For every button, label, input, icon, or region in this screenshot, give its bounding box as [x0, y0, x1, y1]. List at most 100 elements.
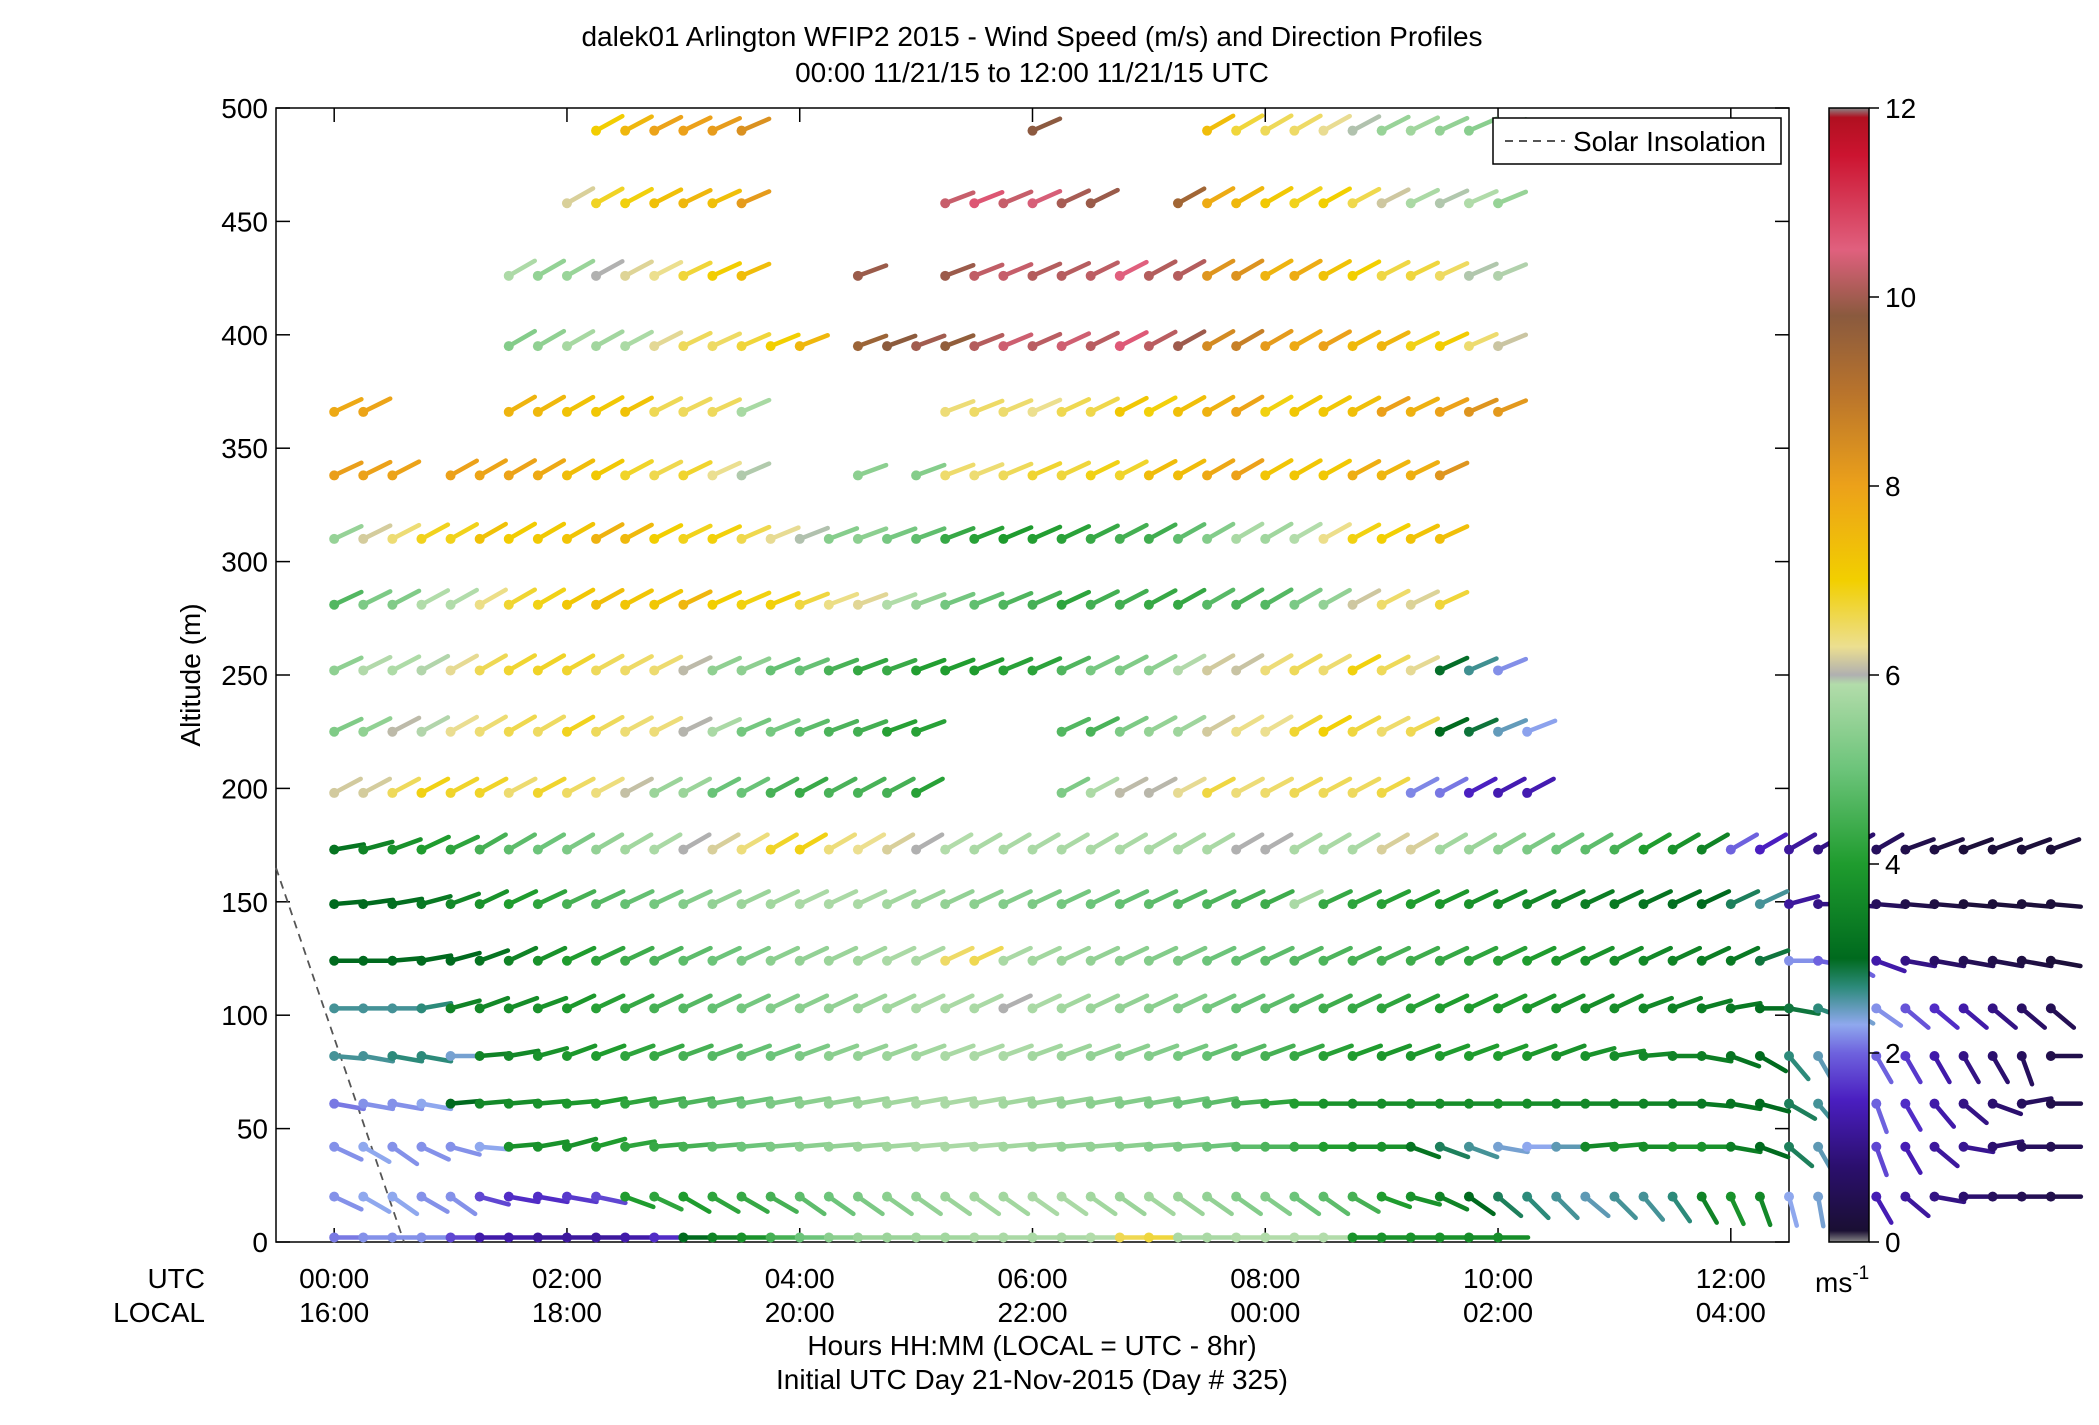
- y-tick-label: 50: [237, 1114, 268, 1145]
- wind-barb: [503, 458, 538, 481]
- wind-barb: [532, 832, 567, 855]
- wind-barb-dot: [765, 341, 776, 352]
- wind-barb: [1638, 832, 1672, 855]
- wind-barb-dot: [1318, 1232, 1329, 1243]
- wind-barb: [503, 653, 538, 676]
- wind-barb-dot: [1260, 726, 1271, 737]
- wind-barb-shaft: [797, 832, 828, 852]
- wind-barb-dot: [1987, 1051, 1998, 1062]
- wind-barb: [1143, 1096, 1181, 1109]
- wind-barb-shaft: [826, 945, 859, 964]
- wind-barb-dot: [794, 1191, 805, 1202]
- wind-barb-shaft: [1088, 1096, 1123, 1106]
- wind-barb-shaft: [1233, 714, 1265, 734]
- wind-barb: [387, 776, 422, 798]
- wind-barb-dot: [329, 470, 340, 481]
- wind-barb-shaft: [1088, 187, 1120, 206]
- wind-barb: [823, 776, 858, 798]
- wind-barb-dot: [1260, 1098, 1271, 1109]
- wind-barb-dot: [1114, 1141, 1125, 1152]
- wind-barb-dot: [1172, 787, 1183, 798]
- wind-barb-shaft: [942, 993, 975, 1011]
- wind-barb-dot: [1231, 1051, 1242, 1062]
- wind-barb: [940, 399, 976, 417]
- wind-barb: [2045, 1051, 2084, 1062]
- wind-barb: [591, 776, 625, 798]
- wind-barb-dot: [678, 1191, 689, 1202]
- wind-barb-shaft: [1437, 1043, 1471, 1059]
- wind-barb-dot: [1784, 1003, 1794, 1014]
- wind-barb: [940, 1191, 973, 1217]
- wind-barb: [1725, 1141, 1763, 1155]
- wind-barb-dot: [1405, 787, 1416, 798]
- wind-barb-dot: [1085, 470, 1096, 481]
- wind-barb-dot: [1260, 665, 1271, 676]
- wind-barb-dot: [794, 1051, 805, 1062]
- wind-barb: [823, 993, 859, 1014]
- wind-barb: [591, 993, 626, 1014]
- wind-barb-dot: [503, 787, 514, 798]
- wind-barb: [1114, 259, 1149, 281]
- wind-barb-dot: [1318, 1191, 1329, 1202]
- wind-barb-dot: [1085, 1051, 1096, 1062]
- wind-barb: [1493, 1141, 1530, 1155]
- wind-barb-dot: [591, 1232, 602, 1243]
- wind-barb-dot: [882, 1098, 893, 1109]
- wind-barb-dot: [474, 899, 485, 910]
- wind-barb: [1493, 189, 1529, 209]
- wind-barb-dot: [1638, 1191, 1649, 1202]
- wind-barb-dot: [852, 470, 863, 481]
- wind-barb-dot: [329, 1098, 340, 1109]
- wind-barb-shaft: [1350, 186, 1382, 206]
- wind-barb-dot: [1143, 726, 1154, 737]
- wind-barb-dot: [882, 599, 893, 610]
- wind-barb: [678, 993, 713, 1014]
- wind-barb: [358, 1098, 396, 1112]
- wind-barb-shaft: [419, 1101, 454, 1112]
- wind-barb-shaft: [1175, 776, 1207, 796]
- wind-barb-shaft: [535, 945, 568, 964]
- wind-barb-dot: [561, 1191, 572, 1202]
- wind-barb: [503, 1048, 541, 1062]
- wind-barb: [882, 889, 917, 910]
- wind-barb-dot: [1551, 844, 1562, 855]
- wind-barb-dot: [1522, 1098, 1533, 1109]
- wind-barb-shaft: [1001, 398, 1034, 415]
- wind-barb-dot: [940, 270, 951, 281]
- wind-barb: [2016, 1003, 2048, 1030]
- wind-barb-dot: [1580, 1141, 1591, 1152]
- wind-barb: [532, 328, 567, 352]
- wind-barb: [736, 261, 772, 281]
- wind-barb-dot: [416, 899, 427, 910]
- wind-barb-dot: [1318, 270, 1329, 281]
- wind-barb: [1900, 1098, 1923, 1132]
- wind-barb-dot: [649, 955, 660, 966]
- wind-barb: [1638, 995, 1674, 1014]
- wind-barb-dot: [1754, 1098, 1765, 1109]
- wind-barb-dot: [1318, 599, 1329, 610]
- wind-barb: [1609, 889, 1644, 910]
- wind-barb-dot: [649, 125, 660, 136]
- wind-barb: [794, 1191, 827, 1217]
- wind-barb-shaft: [1408, 260, 1440, 279]
- wind-barb-dot: [678, 1232, 689, 1243]
- wind-barb-dot: [329, 1232, 340, 1243]
- wind-barb-dot: [1609, 1003, 1620, 1014]
- wind-barb-dot: [707, 1232, 718, 1243]
- wind-barb: [1347, 1191, 1381, 1214]
- wind-barb: [620, 1139, 657, 1152]
- wind-barb: [1172, 587, 1207, 610]
- wind-barb-shaft: [681, 993, 713, 1011]
- wind-barb-dot: [707, 1003, 718, 1014]
- wind-barb: [1493, 332, 1529, 352]
- wind-barb-dot: [707, 665, 718, 676]
- wind-barb-dot: [2045, 1051, 2056, 1062]
- wind-barb: [649, 459, 684, 481]
- wind-barb-dot: [358, 899, 369, 910]
- wind-barb: [445, 458, 480, 481]
- wind-barb: [1434, 716, 1470, 737]
- wind-barb-dot: [1027, 955, 1038, 966]
- wind-barb-dot: [1114, 599, 1125, 610]
- wind-barb: [1522, 718, 1558, 737]
